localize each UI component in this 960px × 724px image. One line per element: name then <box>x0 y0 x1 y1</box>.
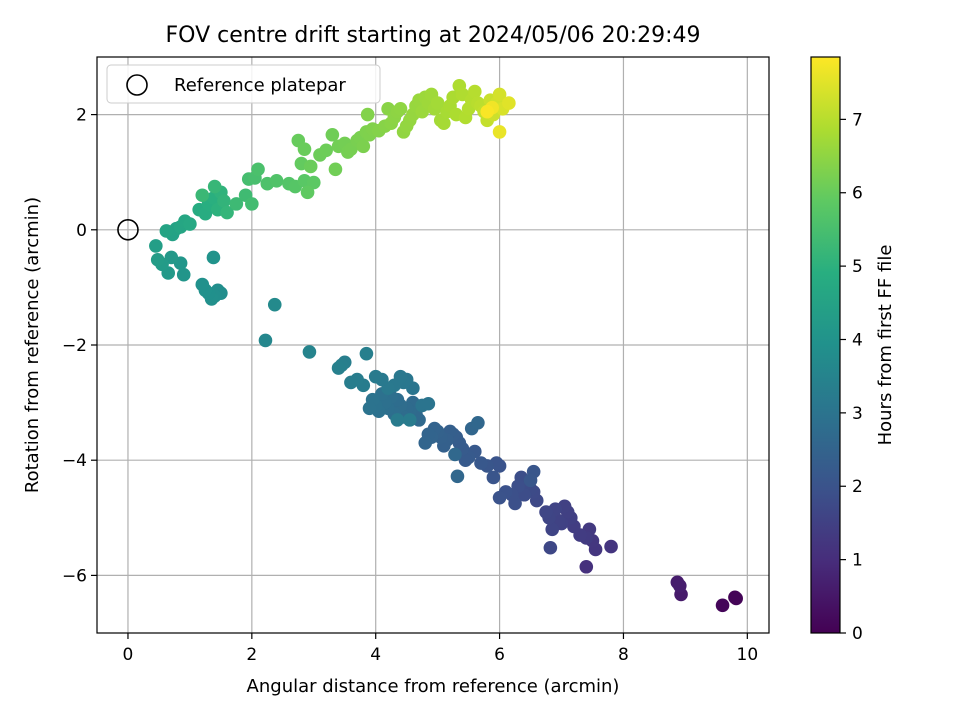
data-point <box>437 116 451 131</box>
x-axis-ticks: 0 2 4 6 8 10 <box>123 633 759 665</box>
y-axis-label: Rotation from reference (arcmin) <box>22 197 43 493</box>
data-point <box>207 179 222 194</box>
x-axis-label: Angular distance from reference (arcmin) <box>247 676 620 697</box>
data-point <box>331 361 346 375</box>
x-tick-label: 6 <box>494 645 505 665</box>
data-point <box>715 598 730 613</box>
x-tick-label: 10 <box>737 645 759 665</box>
data-point <box>729 591 743 606</box>
data-point <box>344 375 358 390</box>
data-point <box>217 194 231 208</box>
data-point <box>474 456 488 470</box>
data-point <box>356 139 371 154</box>
data-point <box>458 453 473 468</box>
chart-title: FOV centre drift starting at 2024/05/06 … <box>166 23 701 48</box>
data-point <box>195 188 210 203</box>
colorbar-tick-label: 3 <box>852 404 863 424</box>
data-point <box>150 252 165 267</box>
data-point <box>421 396 436 411</box>
y-tick-label: −6 <box>62 566 87 586</box>
data-point <box>258 333 273 348</box>
data-point <box>362 401 377 416</box>
data-point <box>471 415 485 430</box>
data-point <box>418 436 433 450</box>
colorbar-frame <box>810 56 841 634</box>
grid-lines <box>97 57 769 633</box>
data-point <box>229 197 244 211</box>
data-point <box>393 102 408 116</box>
colorbar-gradient <box>811 57 840 633</box>
data-point <box>302 345 317 359</box>
data-point <box>539 505 553 519</box>
x-tick-label: 2 <box>246 645 257 665</box>
colorbar-tick-label: 0 <box>852 624 863 644</box>
colorbar-tick-label: 6 <box>852 184 863 204</box>
data-point <box>251 162 265 177</box>
colorbar-tick-label: 2 <box>852 477 863 497</box>
data-point <box>306 175 321 190</box>
data-point <box>448 447 462 462</box>
legend: Reference platepar <box>106 64 381 104</box>
data-point <box>486 470 501 485</box>
data-point <box>164 250 179 265</box>
data-point <box>579 559 594 574</box>
data-point <box>149 239 163 253</box>
y-tick-label: 0 <box>76 221 87 241</box>
data-point <box>368 369 383 384</box>
legend-label-reference: Reference platepar <box>174 75 346 96</box>
data-point <box>183 217 197 231</box>
legend-box <box>106 64 381 104</box>
data-point <box>267 297 282 312</box>
colorbar-tick-label: 1 <box>852 551 863 571</box>
colorbar-tick-label: 4 <box>852 330 863 350</box>
data-point <box>450 469 465 484</box>
colorbar-ticks: 0 1 2 3 4 5 6 7 <box>840 110 863 644</box>
data-point <box>359 346 374 361</box>
data-point <box>492 490 507 505</box>
data-point <box>430 96 445 110</box>
data-point <box>390 413 405 427</box>
y-tick-label: −4 <box>62 451 87 471</box>
colorbar-tick-label: 5 <box>852 257 863 277</box>
data-point <box>328 162 343 177</box>
data-point <box>325 127 340 142</box>
data-point <box>269 174 284 188</box>
colorbar: 0 1 2 3 4 5 6 7 Hours from first FF file <box>810 56 896 644</box>
reference-point-marker <box>117 219 139 241</box>
data-point <box>502 96 516 110</box>
data-point <box>468 84 482 99</box>
data-point <box>300 185 315 200</box>
data-point <box>303 159 318 174</box>
x-tick-label: 0 <box>123 645 134 665</box>
colorbar-label: Hours from first FF file <box>875 245 896 446</box>
data-point <box>297 142 312 156</box>
data-point <box>176 267 191 282</box>
data-point <box>523 473 538 488</box>
data-point <box>319 143 333 158</box>
data-point <box>545 522 560 537</box>
x-tick-label: 4 <box>370 645 381 665</box>
data-point <box>492 125 507 139</box>
data-point <box>360 107 375 122</box>
legend-marker-reference <box>126 74 148 96</box>
data-point <box>206 250 221 265</box>
x-tick-label: 8 <box>618 645 629 665</box>
data-point <box>492 87 507 102</box>
data-point <box>673 578 687 593</box>
data-point <box>402 413 417 427</box>
data-point <box>245 197 259 211</box>
y-tick-label: 2 <box>76 106 87 126</box>
data-point <box>195 277 210 292</box>
colorbar-tick-label: 7 <box>852 110 863 130</box>
data-point <box>604 539 618 554</box>
data-point <box>220 205 234 220</box>
data-point <box>543 540 558 555</box>
y-axis-ticks: 2 0 −2 −4 −6 <box>62 106 97 586</box>
data-point <box>480 104 494 119</box>
y-tick-label: −2 <box>62 336 87 356</box>
data-points <box>117 79 743 613</box>
data-point <box>159 224 174 238</box>
